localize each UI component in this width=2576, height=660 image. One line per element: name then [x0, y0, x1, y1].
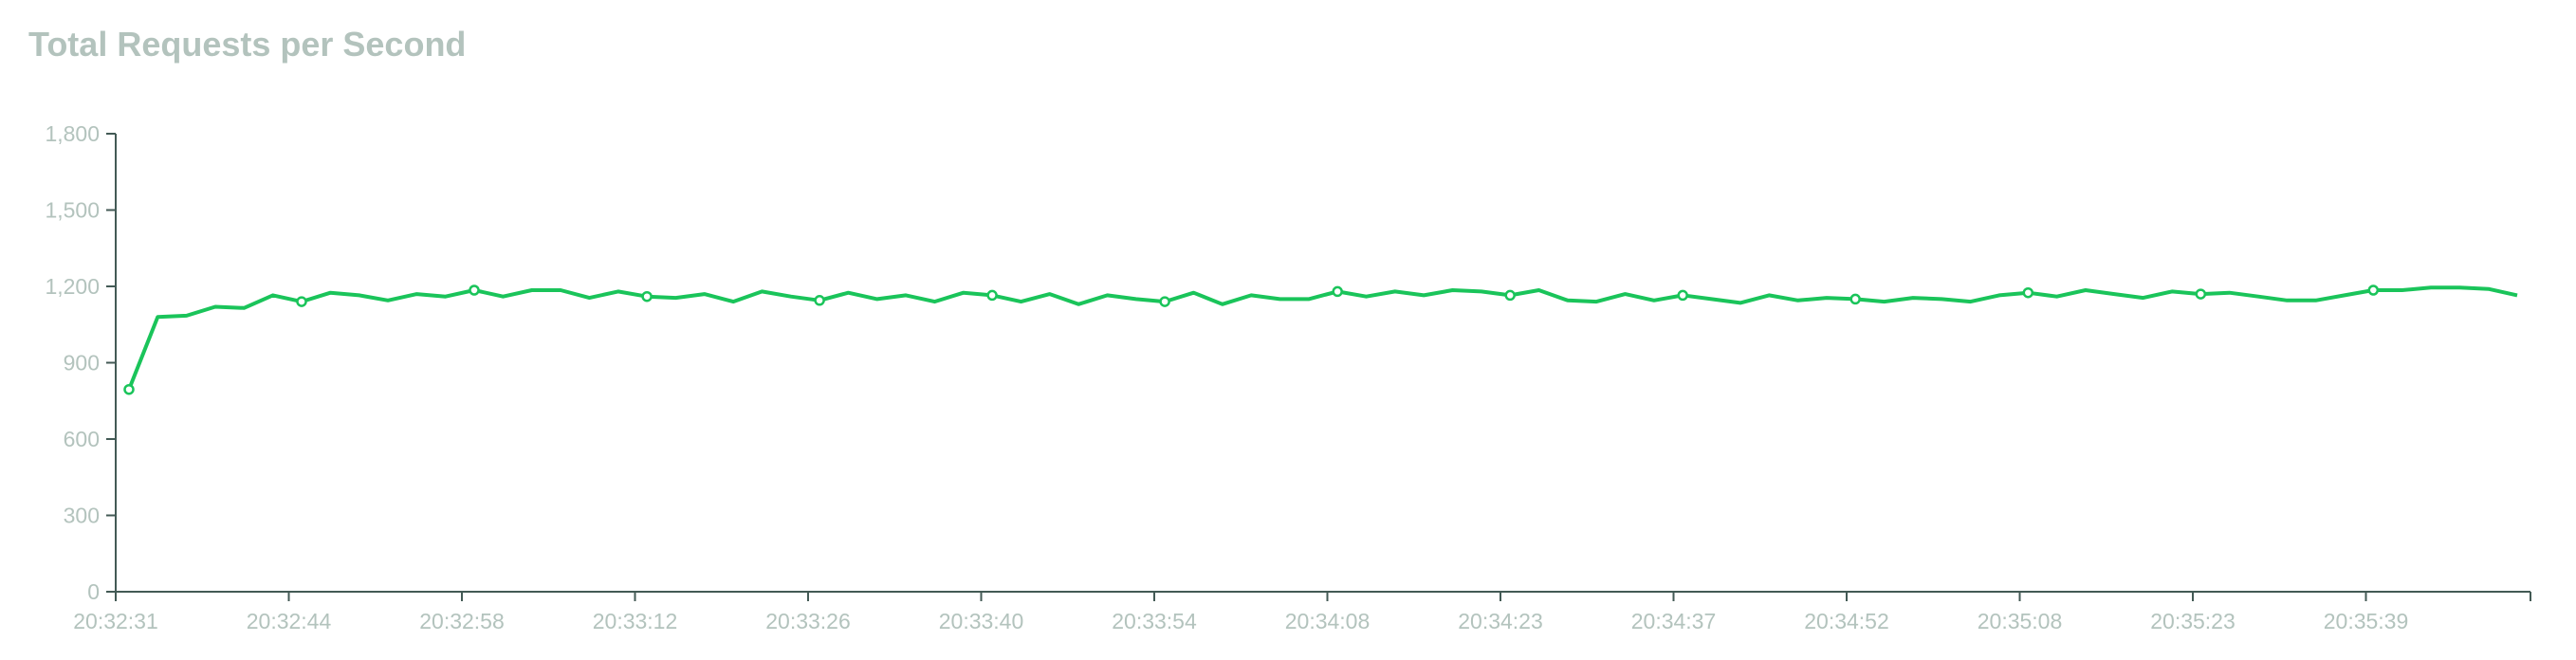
x-tick-label: 20:35:08: [1978, 609, 2063, 633]
x-tick-label: 20:34:52: [1804, 609, 1889, 633]
data-point: [2195, 288, 2207, 300]
x-tick-label: 20:35:39: [2324, 609, 2409, 633]
y-tick-label: 0: [87, 579, 100, 604]
chart-title: Total Requests per Second: [28, 25, 467, 64]
data-point: [1504, 289, 1516, 302]
x-tick-label: 20:34:37: [1631, 609, 1717, 633]
y-tick-label: 300: [64, 504, 100, 528]
x-tick-label: 20:33:40: [939, 609, 1024, 633]
data-point: [469, 284, 480, 296]
series-group: [123, 284, 2518, 395]
x-axis: 20:32:31 20:32:44 20:32:58 20:33:12 20:33:26…: [73, 591, 2531, 633]
x-tick-label: 20:35:23: [2150, 609, 2236, 633]
x-tick-label: 20:34:23: [1458, 609, 1543, 633]
x-tick-label: 20:32:58: [419, 609, 505, 633]
data-point: [1849, 293, 1861, 305]
series-line: [127, 285, 2518, 391]
x-tick-label: 20:33:54: [1112, 609, 1197, 633]
y-tick-label: 600: [64, 427, 100, 451]
data-point: [641, 290, 653, 302]
data-point: [2022, 286, 2034, 299]
x-tick-label: 20:34:08: [1285, 609, 1371, 633]
data-point: [1159, 296, 1170, 307]
data-point: [814, 295, 825, 306]
data-point: [296, 296, 307, 307]
data-point: [123, 383, 135, 395]
y-tick-label: 1,500: [45, 198, 100, 223]
y-tick-label: 1,800: [45, 121, 100, 146]
data-point: [1332, 285, 1343, 298]
x-tick-label: 20:33:12: [593, 609, 678, 633]
y-axis: 0 300 600 900 1,200 1,500 1,800: [45, 121, 117, 604]
y-tick-label: 900: [64, 351, 100, 376]
data-point: [2367, 284, 2380, 296]
y-tick-label: 1,200: [45, 274, 100, 299]
data-point: [1677, 289, 1688, 302]
x-tick-label: 20:33:26: [765, 609, 851, 633]
x-tick-label: 20:32:44: [247, 609, 332, 633]
x-tick-label: 20:32:31: [73, 609, 158, 633]
data-point: [986, 289, 998, 302]
